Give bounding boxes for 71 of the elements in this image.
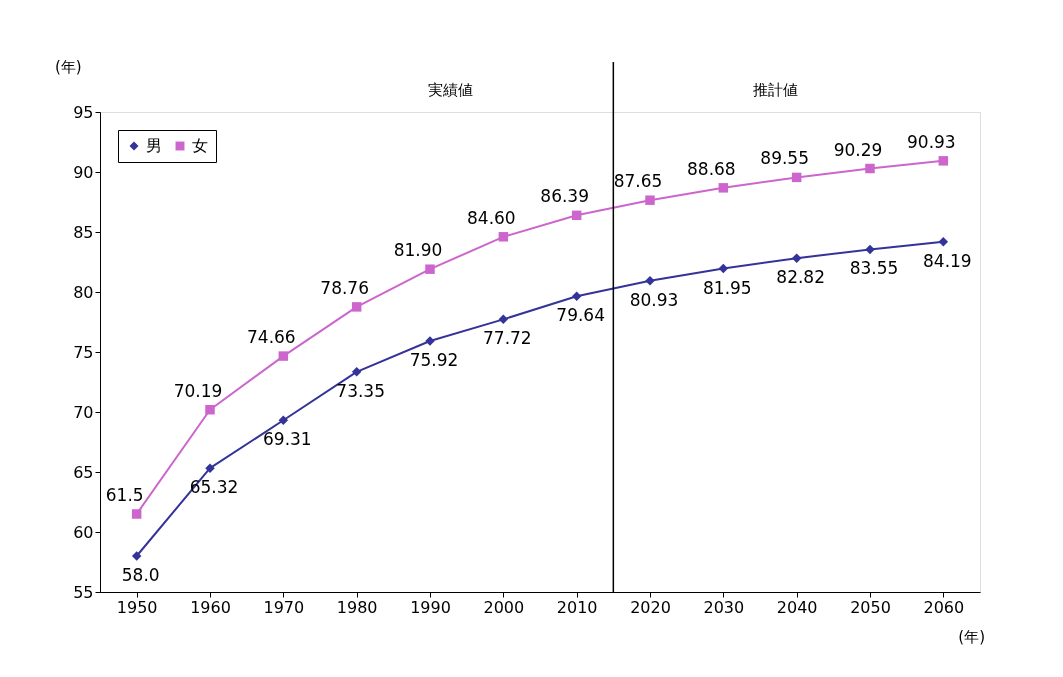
y-tick-label: 55 xyxy=(73,582,94,602)
data-label: 90.93 xyxy=(907,131,956,152)
y-tick-label: 90 xyxy=(73,162,94,182)
data-label: 58.0 xyxy=(121,565,160,585)
data-label: 69.31 xyxy=(263,429,312,450)
point xyxy=(645,195,655,205)
x-tick-label: 1980 xyxy=(336,597,378,617)
point xyxy=(791,253,802,263)
data-label: 84.60 xyxy=(467,207,516,228)
y-tick-label: 75 xyxy=(73,342,94,362)
point xyxy=(571,291,582,302)
x-tick-label: 2060 xyxy=(923,597,965,617)
x-tick-label: 1950 xyxy=(116,597,158,617)
y-tick-label: 65 xyxy=(73,462,94,482)
x-tick-label: 2020 xyxy=(630,597,671,617)
y-tick-label: 85 xyxy=(73,222,94,242)
text: 推計値 xyxy=(753,81,799,99)
point xyxy=(718,263,729,274)
data-label: 73.35 xyxy=(336,380,385,401)
data-label: 83.55 xyxy=(849,258,899,279)
point xyxy=(938,156,949,166)
x-tick-label: 2050 xyxy=(850,597,891,617)
x-tick-label: 2040 xyxy=(776,597,818,617)
point xyxy=(278,351,289,361)
point xyxy=(571,210,582,221)
x-axis-title: (年) xyxy=(958,628,985,646)
point xyxy=(351,302,362,312)
data-label: 81.90 xyxy=(393,240,443,261)
point xyxy=(425,264,435,274)
data-label: 74.66 xyxy=(247,327,296,348)
point xyxy=(865,244,875,255)
y-tick-label: 95 xyxy=(73,102,94,122)
data-label: 77.72 xyxy=(483,328,532,349)
point xyxy=(498,232,509,242)
x-tick-label: 2000 xyxy=(483,597,525,617)
point xyxy=(131,509,142,519)
x-tick-label: 1960 xyxy=(190,597,231,617)
point xyxy=(351,367,362,377)
point xyxy=(205,404,215,415)
data-label: 78.76 xyxy=(320,277,369,298)
point xyxy=(498,314,509,325)
data-label: 81.95 xyxy=(703,277,752,298)
point xyxy=(131,551,142,561)
y-axis-title: (年) xyxy=(55,58,82,76)
data-label: 82.82 xyxy=(776,267,825,288)
data-label: 75.92 xyxy=(409,349,459,370)
data-label: 79.64 xyxy=(556,305,605,326)
y-tick-label: 70 xyxy=(73,402,94,422)
point xyxy=(718,183,729,193)
data-label: 88.68 xyxy=(687,158,736,179)
x-tick-label: 2010 xyxy=(556,597,598,617)
x-tick-label: 2030 xyxy=(703,597,745,617)
data-label: 80.93 xyxy=(629,289,679,310)
data-label: 89.55 xyxy=(760,148,809,169)
point xyxy=(865,163,875,174)
y-tick-label: 80 xyxy=(73,282,94,302)
data-label: 90.29 xyxy=(833,139,883,160)
legend-label: 男 xyxy=(146,136,162,155)
x-tick-label: 1970 xyxy=(263,597,305,617)
data-label: 86.39 xyxy=(540,186,589,207)
text: 実績値 xyxy=(428,81,474,99)
point xyxy=(791,172,802,183)
data-label: 84.19 xyxy=(923,250,972,271)
point xyxy=(278,415,289,426)
x-tick-label: 1990 xyxy=(410,597,451,617)
y-tick-label: 60 xyxy=(73,522,94,542)
data-label: 70.19 xyxy=(173,380,223,401)
data-label: 61.5 xyxy=(105,485,144,505)
data-label: 87.65 xyxy=(613,171,663,192)
legend-label: 女 xyxy=(192,136,208,155)
point xyxy=(938,236,949,247)
